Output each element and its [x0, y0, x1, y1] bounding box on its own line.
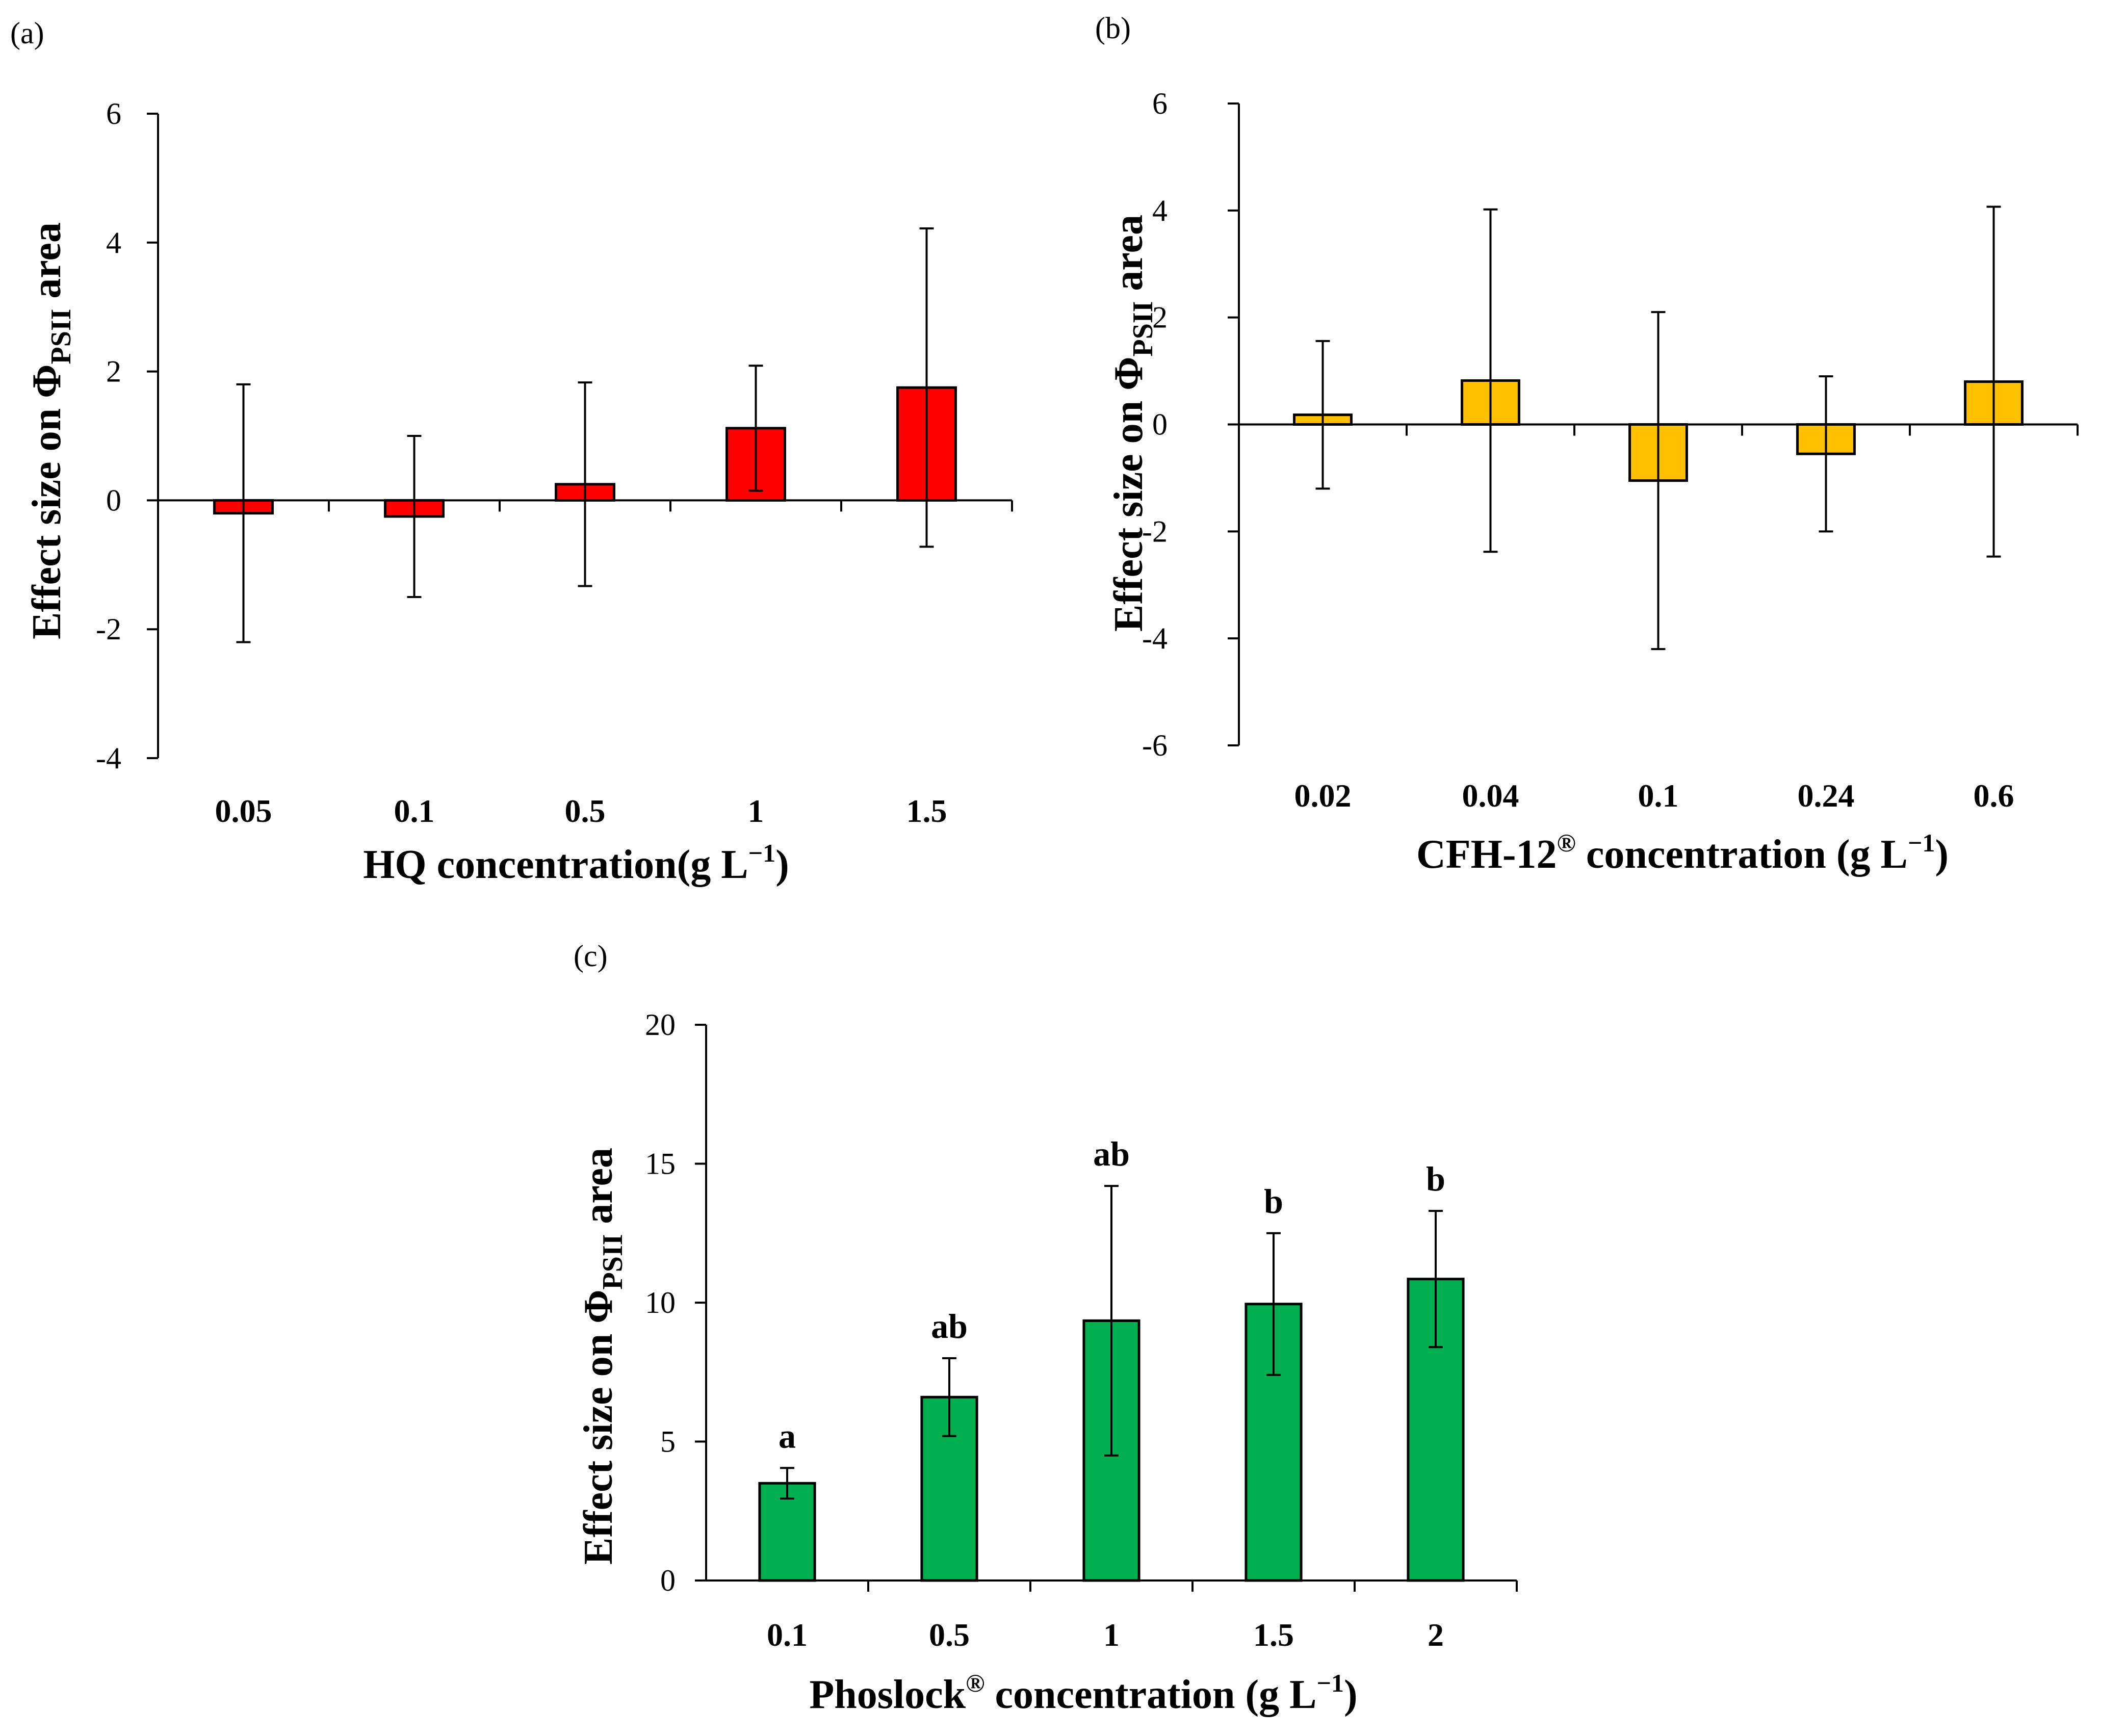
x-tick-label: 0.04: [1462, 778, 1519, 814]
y-tick-label: 6: [106, 97, 121, 131]
y-tick-label: 4: [1152, 194, 1168, 227]
plot-area-b: [1228, 102, 2079, 746]
significance-label: a: [779, 1416, 796, 1455]
y-tick-labels-c: 20 15 10 5 0: [645, 1008, 676, 1597]
x-tick-label: 0.1: [394, 793, 435, 829]
x-tick-label: 0.02: [1294, 778, 1352, 814]
plot-area-c: [695, 1024, 1518, 1592]
x-tick-label: 0.6: [1974, 778, 2014, 814]
y-axis-title-a: Effect size on ΦPSII area: [24, 222, 77, 639]
y-tick-label: 20: [645, 1008, 676, 1042]
y-tick-label: 0: [660, 1564, 676, 1597]
panel-label-a: (a): [10, 16, 44, 50]
panel-c: (c) 20 15 10 5 0 0.1 0.5 1 1.5 2 a ab ab…: [574, 939, 1518, 1717]
x-tick-label: 0.1: [767, 1617, 808, 1653]
panel-a: (a) 6 4 2 0 -2 -4 0.05 0.1 0.5 1 1.5 HQ …: [10, 16, 1013, 887]
x-tick-labels-a: 0.05 0.1 0.5 1 1.5: [215, 793, 947, 829]
significance-label: ab: [931, 1307, 968, 1345]
y-tick-label: 6: [1152, 87, 1168, 120]
x-axis-title-b: CFH-12® concentration (g L−1): [1416, 828, 1949, 877]
x-axis-title-a: HQ concentration(g L−1): [363, 839, 789, 887]
x-axis-title-c: Phoslock® concentration (g L−1): [809, 1669, 1357, 1717]
x-tick-label: 1.5: [1253, 1617, 1294, 1653]
y-tick-labels-a: 6 4 2 0 -2 -4: [96, 97, 121, 775]
panel-b: (b) 6 4 2 0 -2 -4 -6 0.02 0.04 0.1 0.24 …: [1095, 11, 2079, 877]
y-tick-label: -4: [96, 741, 121, 775]
x-tick-label: 0.5: [565, 793, 606, 829]
panel-label-c: (c): [574, 939, 608, 973]
y-tick-label: 2: [106, 355, 121, 388]
x-tick-labels-b: 0.02 0.04 0.1 0.24 0.6: [1294, 778, 2014, 814]
y-tick-label: 5: [660, 1425, 676, 1459]
x-tick-label: 2: [1428, 1617, 1444, 1653]
x-tick-label: 0.1: [1638, 778, 1679, 814]
panel-label-b: (b): [1095, 11, 1131, 45]
x-tick-label: 0.24: [1798, 778, 1855, 814]
x-tick-label: 1.5: [906, 793, 947, 829]
y-tick-label: 4: [106, 226, 121, 260]
y-axis-title-b: Effect size on ΦPSII area: [1106, 215, 1159, 632]
y-tick-label: 10: [645, 1286, 676, 1319]
y-tick-label: 0: [1152, 408, 1168, 442]
significance-label: b: [1264, 1182, 1283, 1221]
x-tick-label: 1: [748, 793, 764, 829]
x-tick-label: 0.5: [929, 1617, 970, 1653]
y-tick-label: -2: [96, 612, 121, 646]
y-tick-label: -4: [1142, 621, 1168, 655]
plot-area-a: [147, 113, 1013, 759]
x-tick-label: 0.05: [215, 793, 272, 829]
y-tick-label: 2: [1152, 301, 1168, 334]
significance-labels-c: a ab ab b b: [779, 1134, 1445, 1455]
y-tick-label: 0: [106, 483, 121, 517]
y-axis-title-c: Effect size on ΦPSII area: [576, 1148, 629, 1565]
x-tick-label: 1: [1103, 1617, 1120, 1653]
x-tick-labels-c: 0.1 0.5 1 1.5 2: [767, 1617, 1444, 1653]
y-tick-label: -6: [1142, 729, 1168, 762]
significance-label: b: [1426, 1159, 1445, 1198]
y-tick-label: 15: [645, 1147, 676, 1181]
significance-label: ab: [1093, 1134, 1130, 1173]
y-tick-labels-b: 6 4 2 0 -2 -4 -6: [1142, 87, 1168, 762]
y-tick-label: -2: [1142, 514, 1168, 548]
